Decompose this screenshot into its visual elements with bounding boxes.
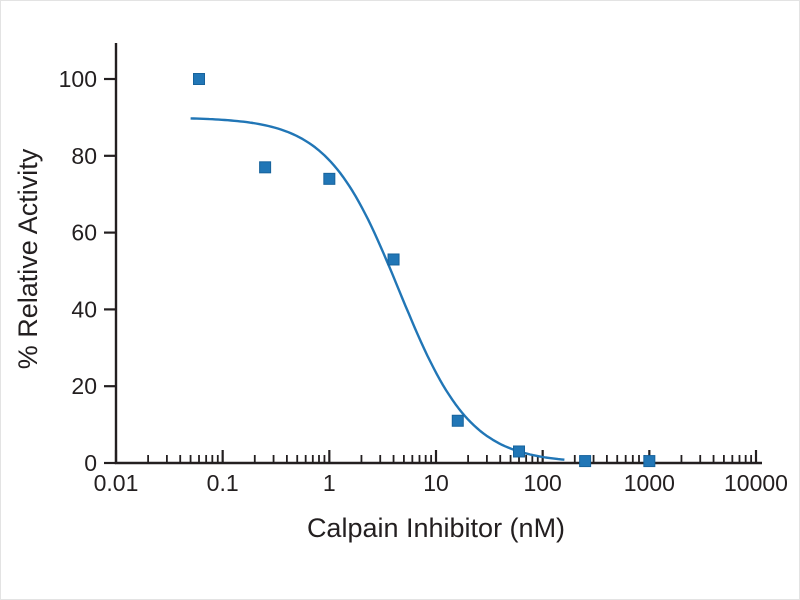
fit-curve bbox=[190, 117, 565, 461]
data-point bbox=[451, 414, 464, 427]
y-tick-label: 0 bbox=[84, 450, 97, 476]
y-tick-label: 60 bbox=[71, 220, 97, 246]
y-tick-label: 40 bbox=[71, 296, 97, 322]
x-tick-label: 0.01 bbox=[94, 470, 139, 496]
data-point bbox=[513, 445, 526, 458]
x-tick-label: 100 bbox=[523, 470, 561, 496]
data-point bbox=[193, 73, 206, 85]
data-point bbox=[387, 253, 400, 266]
x-tick-label: 0.1 bbox=[207, 470, 239, 496]
data-point bbox=[643, 455, 656, 468]
data-point bbox=[323, 172, 336, 185]
x-tick-label: 1 bbox=[323, 470, 336, 496]
data-point bbox=[259, 161, 272, 174]
y-tick-label: 20 bbox=[71, 373, 97, 399]
y-tick-label: 80 bbox=[71, 143, 97, 169]
x-tick-label: 10 bbox=[423, 470, 449, 496]
data-point bbox=[579, 455, 592, 468]
y-tick-label: 100 bbox=[59, 66, 97, 92]
x-tick-label: 1000 bbox=[624, 470, 675, 496]
y-axis-label: % Relative Activity bbox=[13, 148, 43, 370]
x-tick-label: 10000 bbox=[724, 470, 788, 496]
x-axis-label: Calpain Inhibitor (nM) bbox=[306, 513, 566, 543]
